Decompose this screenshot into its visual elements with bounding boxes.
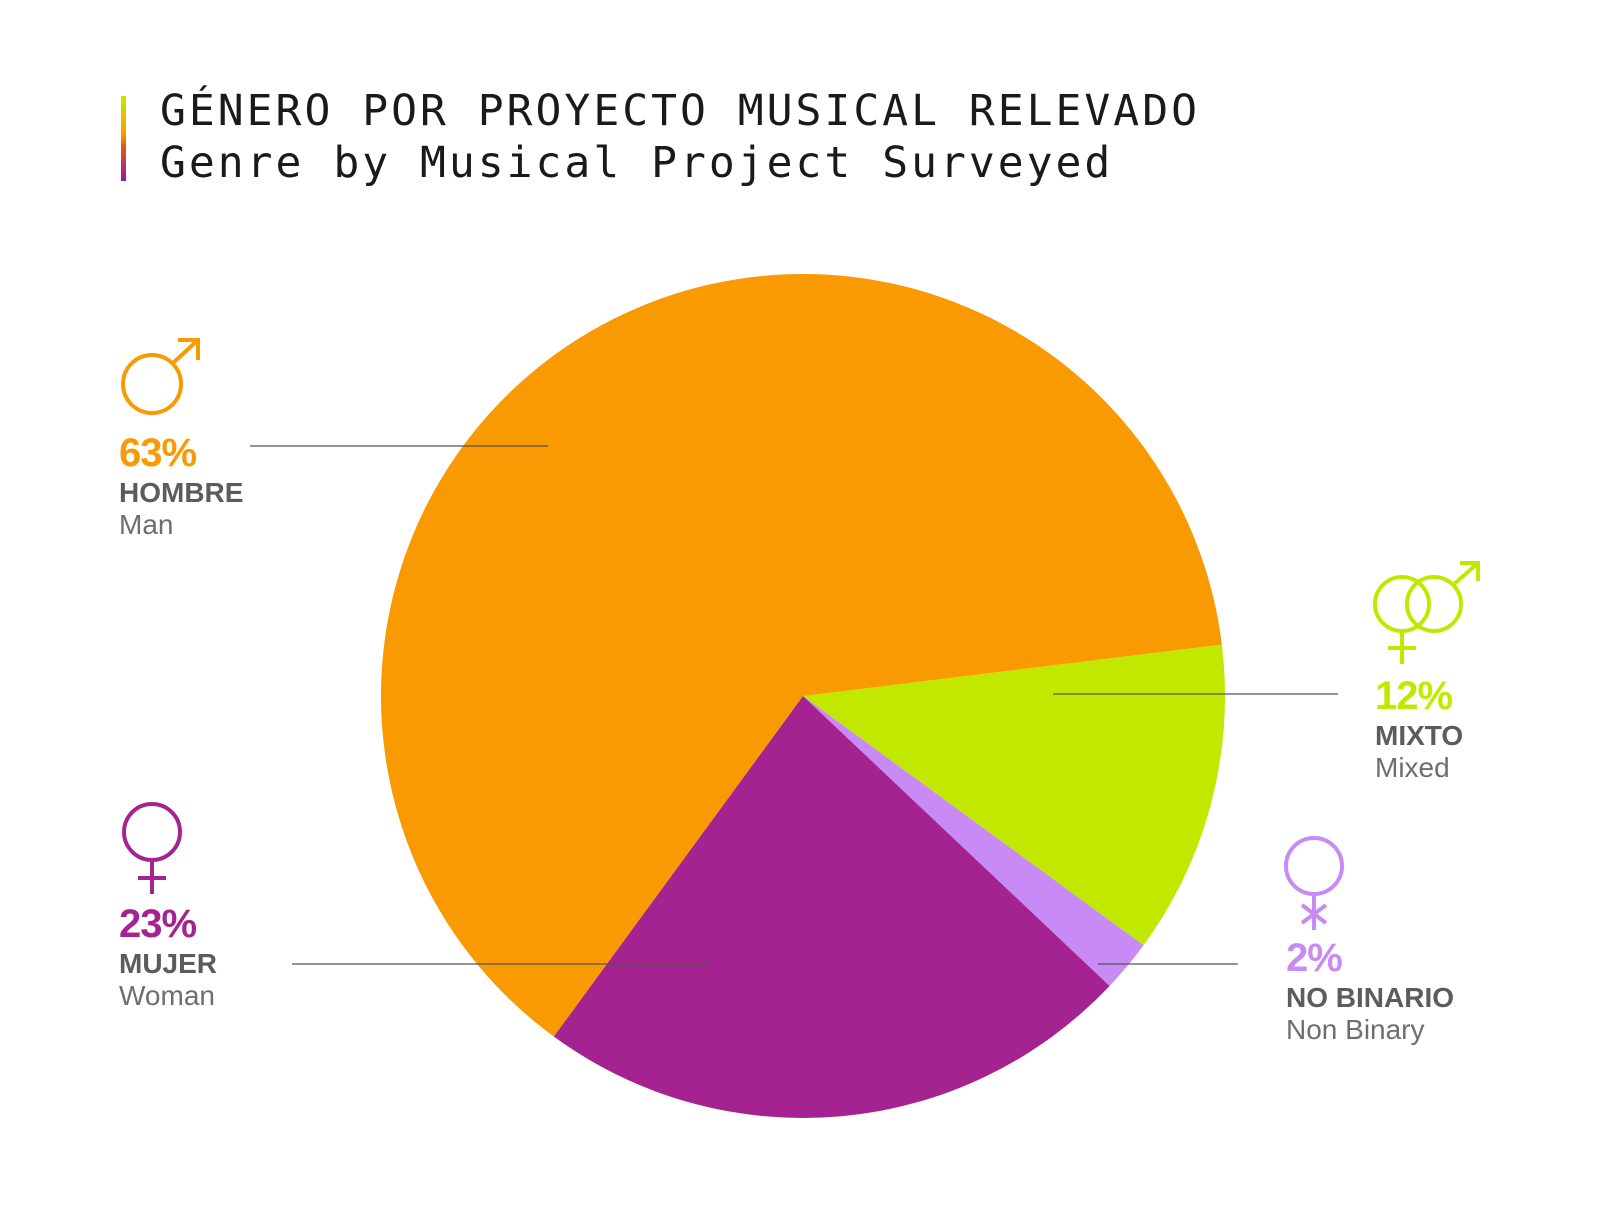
label-hombre: 63% HOMBRE Man bbox=[119, 433, 243, 539]
label-mujer: 23% MUJER Woman bbox=[119, 904, 217, 1010]
title-accent-bar bbox=[121, 96, 126, 181]
leader-lines bbox=[250, 445, 1338, 965]
value-label-no-binario: 2% bbox=[1286, 936, 1343, 980]
pie-slice-mujer bbox=[553, 696, 1110, 1119]
non-binary-symbol-icon bbox=[1284, 836, 1344, 930]
value-label-mujer: 23% bbox=[119, 902, 197, 946]
male-symbol-icon bbox=[121, 338, 200, 415]
category-label-no-binario: NO BINARIO bbox=[1286, 982, 1454, 1013]
value-label-mixto: 12% bbox=[1375, 674, 1453, 718]
category-label-en-woman: Woman bbox=[119, 980, 215, 1011]
pie-slice-mixto bbox=[803, 644, 1225, 946]
pie-slice-no-binario bbox=[803, 696, 1144, 986]
pie-slices bbox=[380, 273, 1225, 1119]
chart-subtitle: Genre by Musical Project Surveyed bbox=[160, 138, 1114, 188]
category-label-en-non-binary: Non Binary bbox=[1286, 1014, 1425, 1045]
category-label-mujer: MUJER bbox=[119, 948, 218, 979]
category-label-en-mixed: Mixed bbox=[1375, 752, 1450, 783]
value-label-hombre: 63% bbox=[119, 431, 197, 475]
label-mixto: 12% MIXTO Mixed bbox=[1375, 676, 1463, 782]
category-label-en-man: Man bbox=[119, 509, 174, 540]
chart-title: GÉNERO POR PROYECTO MUSICAL RELEVADO bbox=[160, 86, 1200, 136]
female-symbol-icon bbox=[122, 802, 182, 894]
category-label-mixto: MIXTO bbox=[1375, 720, 1464, 751]
pie-slice-hombre bbox=[380, 273, 1222, 1037]
label-no-binario: 2% NO BINARIO Non Binary bbox=[1286, 938, 1454, 1044]
mixed-gender-symbol-icon bbox=[1373, 561, 1480, 664]
category-label-hombre: HOMBRE bbox=[119, 477, 244, 508]
